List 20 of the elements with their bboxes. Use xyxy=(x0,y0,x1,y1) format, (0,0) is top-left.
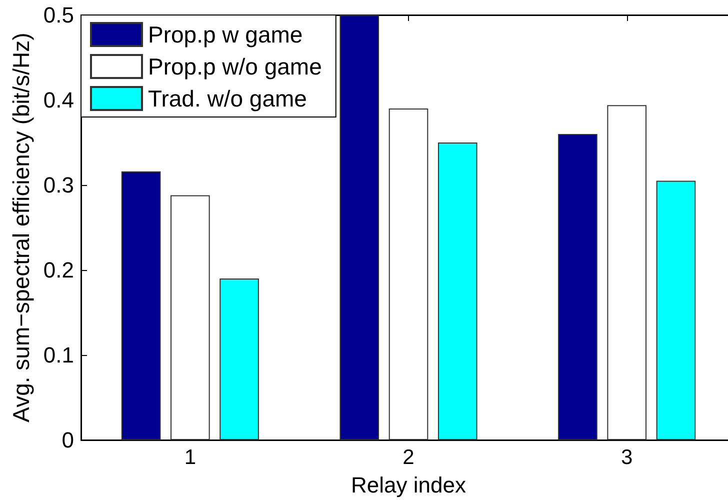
y-tick-label: 0.4 xyxy=(43,88,74,112)
bar xyxy=(656,180,696,440)
bar xyxy=(558,134,598,440)
bar xyxy=(220,278,259,440)
x-tick-label: 2 xyxy=(402,446,414,469)
x-axis-title: Relay index xyxy=(351,472,466,498)
y-axis-title: Avg. sum−spectral efficiency (bit/s/Hz) xyxy=(8,32,34,422)
legend-label: Trad. w/o game xyxy=(148,86,307,112)
y-tick-label: 0.3 xyxy=(43,172,74,198)
x-tick-label: 1 xyxy=(184,446,196,469)
bar xyxy=(121,171,161,440)
bar xyxy=(438,142,478,440)
y-tick-label: 0.2 xyxy=(43,258,74,282)
legend-label: Prop.p w game xyxy=(148,22,303,48)
y-tick-label: 0.1 xyxy=(43,342,74,368)
y-tick-label: 0.5 xyxy=(43,2,74,28)
y-tick-label: 0 xyxy=(62,428,74,452)
x-tick-label: 3 xyxy=(620,446,633,469)
bar xyxy=(340,15,380,440)
legend-label: Prop.p w/o game xyxy=(148,54,322,80)
